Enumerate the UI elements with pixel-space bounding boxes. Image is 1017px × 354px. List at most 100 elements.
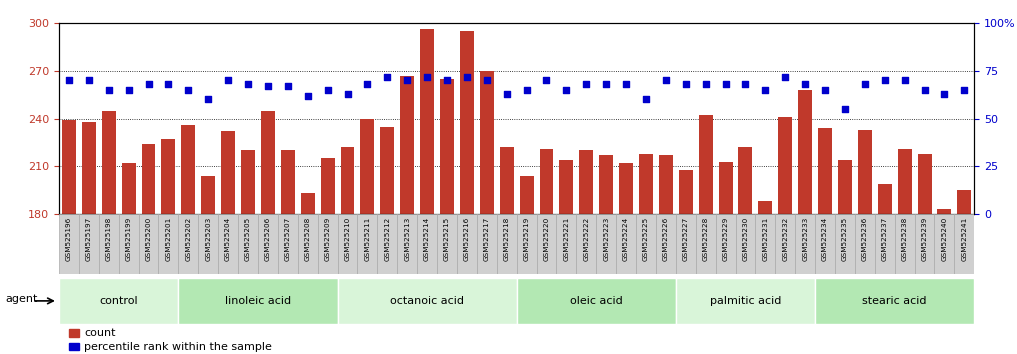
Bar [59,214,79,274]
Bar [496,214,517,274]
Text: GSM525207: GSM525207 [285,217,291,261]
Text: count: count [84,328,116,338]
Point [618,81,635,87]
Text: GSM525237: GSM525237 [882,217,888,261]
Text: GSM525225: GSM525225 [643,217,649,261]
Bar [580,150,593,214]
Bar [159,214,178,274]
Text: linoleic acid: linoleic acid [225,296,291,306]
Text: GSM525229: GSM525229 [722,217,728,261]
Bar [577,214,596,274]
Bar [401,75,414,214]
Bar [678,170,693,214]
Point [300,93,316,98]
Bar [298,214,317,274]
Point [498,91,515,97]
Text: GSM525226: GSM525226 [663,217,669,261]
Bar [360,119,374,214]
Text: GSM525212: GSM525212 [384,217,391,261]
Point [180,87,196,93]
Bar [122,163,135,214]
Point [956,87,972,93]
Text: GSM525205: GSM525205 [245,217,251,261]
Bar [778,117,792,214]
Text: GSM525231: GSM525231 [763,217,769,261]
Text: GSM525224: GSM525224 [623,217,630,261]
Text: GSM525213: GSM525213 [404,217,410,261]
Point [459,74,475,79]
Bar [696,214,716,274]
Text: GSM525241: GSM525241 [961,217,967,261]
Bar [301,193,314,214]
Point [340,91,356,97]
Text: GSM525240: GSM525240 [942,217,948,261]
Bar [338,214,357,274]
Bar [457,214,477,274]
Point [419,74,435,79]
Bar [556,214,577,274]
Bar [835,214,855,274]
Text: GSM525235: GSM525235 [842,217,848,261]
Bar [738,147,753,214]
Bar [914,214,935,274]
Point [259,83,276,89]
Bar [537,214,556,274]
Point [240,81,256,87]
Bar [938,209,952,214]
Text: control: control [100,296,138,306]
Bar [261,110,275,214]
Bar [201,176,216,214]
Bar [719,161,732,214]
Text: octanoic acid: octanoic acid [391,296,464,306]
Point [558,87,575,93]
Bar [437,214,457,274]
Bar [917,154,932,214]
Bar [102,110,116,214]
Text: GSM525219: GSM525219 [524,217,530,261]
Bar [875,214,895,274]
Text: GSM525233: GSM525233 [802,217,809,261]
Point [479,78,495,83]
Point [359,81,375,87]
Point [658,78,674,83]
Bar [858,130,872,214]
Text: GSM525209: GSM525209 [324,217,331,261]
Text: GSM525216: GSM525216 [464,217,470,261]
Text: GSM525218: GSM525218 [503,217,510,261]
Point [717,81,733,87]
Bar [815,278,974,324]
Point [379,74,396,79]
Text: GSM525236: GSM525236 [861,217,868,261]
Bar [178,214,198,274]
Bar [775,214,795,274]
Text: GSM525238: GSM525238 [902,217,907,261]
Bar [699,115,713,214]
Point [200,97,217,102]
Text: GSM525196: GSM525196 [66,217,72,261]
Point [897,78,913,83]
Bar [460,31,474,214]
Bar [320,159,335,214]
Bar [341,147,355,214]
Bar [517,214,537,274]
Point [319,87,336,93]
Bar [656,214,676,274]
Bar [178,278,338,324]
Text: GSM525234: GSM525234 [822,217,828,261]
Text: GSM525223: GSM525223 [603,217,609,261]
Bar [895,214,914,274]
Point [120,87,136,93]
Text: GSM525198: GSM525198 [106,217,112,261]
Bar [338,278,517,324]
Text: GSM525222: GSM525222 [584,217,589,261]
Point [777,74,793,79]
Bar [99,214,119,274]
Bar [596,214,616,274]
Point [877,78,893,83]
Point [61,78,77,83]
Point [937,91,953,97]
Point [638,97,654,102]
Text: GSM525206: GSM525206 [264,217,271,261]
Bar [357,214,377,274]
Text: GSM525197: GSM525197 [85,217,92,261]
